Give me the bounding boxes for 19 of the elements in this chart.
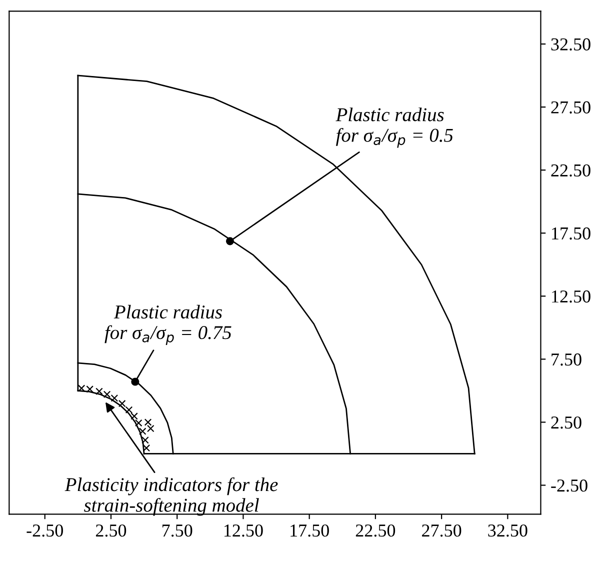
x-tick-label: 7.50: [162, 524, 192, 537]
x-tick-label: 22.50: [356, 524, 396, 537]
y-tick-label: -2.50: [551, 479, 588, 492]
y-tick-label: 12.50: [552, 290, 590, 303]
y-tick-label: 22.50: [551, 164, 590, 177]
annotation: Plastic radius for σ$_{a}$/σ$_{p}$ = 0.5: [336, 108, 453, 148]
x-tick-label: -2.50: [26, 524, 63, 537]
x-tick-label: 17.50: [290, 524, 329, 537]
annotation: Plastic radius for σ$_{a}$/σ$_{p}$ = 0.75: [104, 304, 232, 345]
y-tick-label: 7.50: [552, 353, 582, 366]
y-tick-label: 17.50: [552, 227, 590, 240]
x-tick-label: 12.50: [224, 524, 263, 537]
y-tick-label: 27.50: [551, 101, 590, 114]
y-tick-label: 32.50: [551, 38, 590, 51]
annotation: Plasticity indicators for the strain-softening model: [64, 477, 278, 516]
y-tick-label: 2.50: [551, 416, 582, 429]
x-tick-label: 27.50: [422, 524, 462, 537]
x-tick-label: 2.50: [96, 524, 126, 537]
x-tick-label: 32.50: [488, 524, 528, 537]
